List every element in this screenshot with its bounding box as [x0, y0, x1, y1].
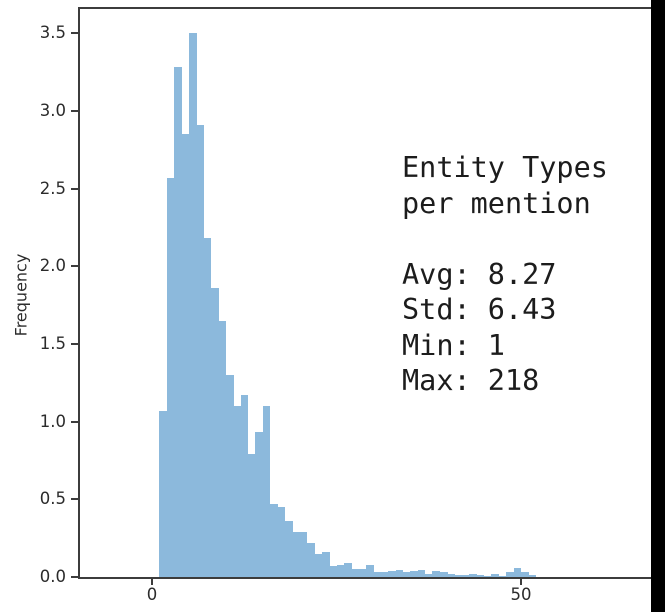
histogram-bar — [218, 320, 227, 577]
histogram-bar — [425, 573, 433, 577]
histogram-bar — [528, 574, 537, 577]
histogram-bar — [402, 572, 411, 577]
screenshot-crop-band — [651, 0, 665, 612]
x-tick-mark — [520, 579, 523, 585]
histogram-bar — [270, 503, 278, 577]
histogram-bar — [225, 374, 234, 577]
histogram-bar — [233, 406, 241, 577]
histogram-bar — [454, 574, 463, 577]
histogram-bar — [439, 571, 448, 577]
histogram-bar — [292, 531, 300, 577]
y-tick-label: 2.5 — [39, 178, 66, 198]
histogram-bar — [447, 573, 455, 577]
histogram-bar — [469, 573, 478, 577]
histogram-bar — [336, 564, 345, 577]
histogram-bar — [247, 454, 256, 577]
histogram-bar — [388, 570, 396, 577]
histogram-bar — [203, 238, 212, 577]
histogram-bar — [284, 521, 293, 577]
histogram-bar — [343, 563, 352, 577]
x-axis-line — [78, 577, 651, 580]
left-spine — [78, 7, 81, 579]
stats-annotation: Entity Types per mention Avg: 8.27 Std: … — [402, 151, 608, 397]
histogram-bar — [498, 576, 507, 577]
y-tick-mark — [71, 187, 79, 190]
histogram-bar — [395, 570, 404, 577]
histogram-bar — [380, 572, 389, 577]
histogram-bar — [277, 507, 286, 577]
y-axis-label: Frequency — [11, 253, 31, 337]
histogram-bar — [513, 568, 522, 577]
histogram-bar — [521, 571, 529, 577]
y-tick-label: 1.0 — [39, 411, 66, 431]
histogram-bar — [196, 124, 205, 577]
y-tick-label: 1.5 — [39, 333, 66, 353]
histogram-bar — [351, 569, 360, 577]
y-tick-mark — [71, 342, 79, 346]
histogram-bar — [366, 564, 374, 577]
histogram-bar — [188, 33, 197, 577]
histogram-bar — [166, 177, 175, 577]
y-tick-mark — [71, 498, 79, 501]
histogram-bar — [476, 574, 485, 577]
histogram-bar — [159, 410, 168, 577]
y-tick-label: 0.5 — [39, 489, 66, 509]
histogram-bar — [321, 552, 330, 577]
histogram-bar — [240, 395, 249, 577]
histogram-bar — [373, 572, 382, 577]
histogram-bar — [410, 570, 419, 577]
y-tick-mark — [71, 265, 79, 268]
y-tick-label: 3.5 — [39, 23, 66, 43]
histogram-bar — [432, 570, 441, 577]
histogram-bar — [358, 569, 367, 577]
top-spine — [78, 7, 651, 10]
y-tick-mark — [71, 576, 79, 579]
y-tick-mark — [71, 109, 79, 112]
histogram-bar — [262, 406, 271, 577]
histogram-plot-area — [80, 9, 651, 577]
histogram-bar — [255, 432, 264, 577]
y-tick-mark — [71, 420, 79, 423]
histogram-bar — [211, 287, 219, 577]
histogram-bar — [174, 67, 182, 577]
y-tick-label: 2.0 — [39, 256, 66, 276]
x-tick-label: 0 — [146, 585, 158, 604]
histogram-bar — [491, 573, 500, 577]
y-tick-mark — [71, 32, 79, 35]
histogram-bar — [417, 570, 426, 577]
histogram-bar — [306, 542, 315, 577]
histogram-bar — [181, 134, 190, 577]
histogram-bar — [329, 566, 337, 577]
histogram-bar — [299, 531, 308, 577]
x-tick-mark — [151, 579, 154, 585]
histogram-bar — [461, 575, 470, 577]
histogram-bar — [484, 576, 492, 577]
y-tick-label: 0.0 — [39, 567, 66, 586]
histogram-bar — [314, 553, 323, 577]
x-tick-label: 50 — [510, 585, 532, 604]
histogram-bar — [506, 572, 514, 577]
y-tick-label: 3.0 — [39, 100, 66, 120]
